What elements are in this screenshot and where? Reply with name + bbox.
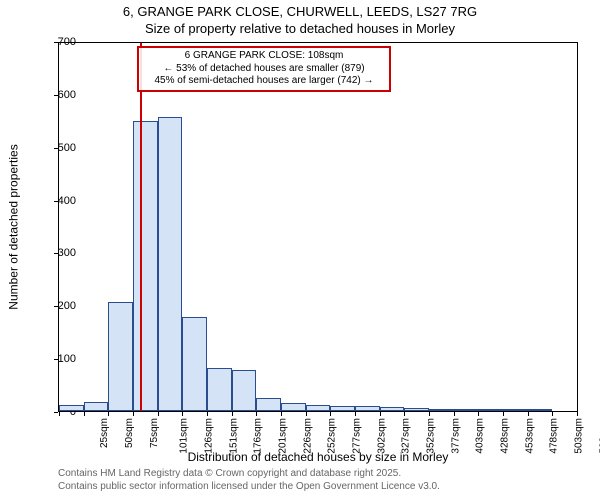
histogram-bar: [528, 409, 553, 411]
y-axis-label: Number of detached properties: [6, 42, 22, 412]
x-tick-mark: [207, 412, 208, 416]
x-tick-label: 75sqm: [149, 418, 160, 448]
x-tick-mark: [429, 412, 430, 416]
x-tick-mark: [404, 412, 405, 416]
x-tick-mark: [503, 412, 504, 416]
x-tick-label: 50sqm: [124, 418, 135, 448]
x-tick-mark: [330, 412, 331, 416]
histogram-bar: [429, 409, 454, 411]
x-tick-mark: [84, 412, 85, 416]
histogram-bar: [281, 403, 306, 411]
x-tick-label: 327sqm: [401, 418, 412, 454]
x-tick-label: 25sqm: [99, 418, 110, 448]
histogram-bar: [59, 405, 84, 411]
x-tick-mark: [528, 412, 529, 416]
x-tick-mark: [380, 412, 381, 416]
histogram-bar: [84, 402, 109, 411]
histogram-bar: [306, 405, 331, 411]
histogram-bar: [330, 406, 355, 411]
histogram-bar: [380, 407, 405, 411]
x-tick-label: 126sqm: [204, 418, 215, 454]
x-tick-label: 453sqm: [524, 418, 535, 454]
annotation-line3: 45% of semi-detached houses are larger (…: [144, 75, 384, 88]
histogram-bar: [182, 317, 207, 411]
x-tick-mark: [478, 412, 479, 416]
x-tick-mark: [454, 412, 455, 416]
x-tick-mark: [281, 412, 282, 416]
chart-container: 6, GRANGE PARK CLOSE, CHURWELL, LEEDS, L…: [0, 0, 600, 500]
x-tick-label: 151sqm: [228, 418, 239, 454]
x-tick-label: 377sqm: [450, 418, 461, 454]
histogram-bar: [232, 370, 257, 411]
x-tick-label: 176sqm: [253, 418, 264, 454]
annotation-line2: ← 53% of detached houses are smaller (87…: [144, 63, 384, 76]
x-tick-mark: [355, 412, 356, 416]
footer-line1: Contains HM Land Registry data © Crown c…: [58, 468, 401, 479]
x-tick-mark: [577, 412, 578, 416]
histogram-bar: [133, 121, 158, 411]
histogram-bar: [503, 409, 528, 411]
x-tick-mark: [158, 412, 159, 416]
x-tick-mark: [108, 412, 109, 416]
reference-line: [140, 43, 142, 411]
histogram-bar: [207, 368, 232, 411]
x-tick-label: 478sqm: [549, 418, 560, 454]
x-tick-mark: [232, 412, 233, 416]
histogram-bar: [256, 398, 281, 411]
x-tick-mark: [256, 412, 257, 416]
x-tick-label: 302sqm: [376, 418, 387, 454]
histogram-bar: [355, 406, 380, 411]
histogram-bar: [404, 408, 429, 411]
x-tick-label: 352sqm: [426, 418, 437, 454]
x-tick-label: 503sqm: [574, 418, 585, 454]
x-tick-mark: [133, 412, 134, 416]
histogram-bar: [158, 117, 183, 411]
title-line2: Size of property relative to detached ho…: [0, 21, 600, 36]
x-tick-label: 277sqm: [352, 418, 363, 454]
x-tick-mark: [59, 412, 60, 416]
x-tick-label: 428sqm: [500, 418, 511, 454]
histogram-bar: [478, 409, 503, 411]
x-tick-label: 201sqm: [278, 418, 289, 454]
histogram-bar: [454, 409, 479, 411]
histogram-bar: [108, 302, 133, 411]
annotation-line1: 6 GRANGE PARK CLOSE: 108sqm: [144, 50, 384, 63]
x-tick-label: 403sqm: [475, 418, 486, 454]
y-tick-mark: [54, 412, 58, 413]
x-tick-mark: [306, 412, 307, 416]
x-tick-mark: [552, 412, 553, 416]
x-tick-label: 226sqm: [302, 418, 313, 454]
x-tick-mark: [182, 412, 183, 416]
plot-area: 6 GRANGE PARK CLOSE: 108sqm← 53% of deta…: [58, 42, 578, 412]
annotation-box: 6 GRANGE PARK CLOSE: 108sqm← 53% of deta…: [137, 46, 391, 92]
footer-line2: Contains public sector information licen…: [58, 481, 440, 492]
x-tick-label: 101sqm: [179, 418, 190, 454]
x-tick-label: 252sqm: [327, 418, 338, 454]
x-axis-label: Distribution of detached houses by size …: [58, 450, 578, 464]
title-line1: 6, GRANGE PARK CLOSE, CHURWELL, LEEDS, L…: [0, 4, 600, 19]
